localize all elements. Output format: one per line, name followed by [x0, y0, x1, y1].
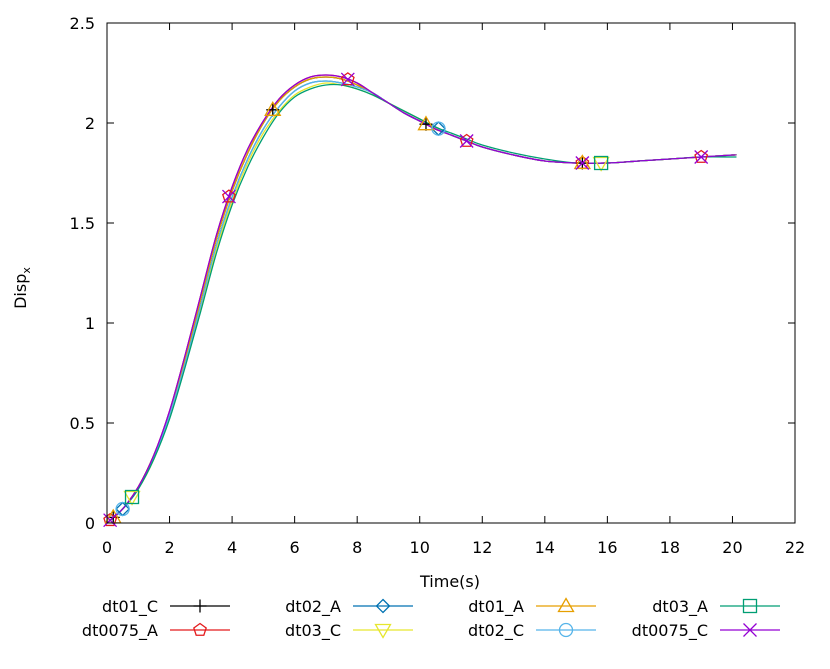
- legend-marker-sample: [557, 597, 575, 613]
- legend-label: dt01_A: [468, 597, 524, 617]
- legend-label: dt03_A: [652, 597, 708, 617]
- data-point-dt02_C: [115, 501, 130, 517]
- data-point-dt03_C: [592, 156, 610, 172]
- data-point-dt03_C: [123, 490, 141, 506]
- plot-frame: [106, 22, 796, 524]
- data-point-dt0075_A: [694, 149, 709, 163]
- data-point-dt03_A: [593, 155, 609, 171]
- legend-marker-sample: [193, 622, 207, 636]
- legend-item-dt01_A: dt01_A: [468, 597, 596, 617]
- data-point-dt0075_C: [694, 150, 709, 164]
- series-line-dt02_C: [107, 80, 737, 523]
- y-tick-label: 1.5: [70, 214, 95, 233]
- data-point-dt0075_A: [459, 133, 474, 147]
- legend-item-dt01_C: dt01_C: [102, 597, 230, 617]
- x-tick-label: 2: [164, 538, 174, 557]
- y-axis-title-main: Disp: [11, 274, 30, 309]
- legend-marker-sample: [193, 599, 207, 613]
- series-line-dt0075_C: [107, 74, 737, 523]
- legend-label: dt01_C: [102, 597, 158, 617]
- data-point-dt0075_C: [222, 189, 236, 204]
- legend-label: dt02_A: [285, 597, 341, 617]
- data-point-dt0075_C: [103, 513, 118, 528]
- y-axis-title: Dispx: [11, 267, 33, 309]
- x-tick-label: 20: [722, 538, 742, 557]
- x-tick-label: 0: [102, 538, 112, 557]
- legend-item-dt02_A: dt02_A: [285, 597, 413, 617]
- svg-text:Dispx: Dispx: [11, 267, 33, 309]
- x-tick-label: 4: [227, 538, 237, 557]
- data-point-dt0075_C: [459, 134, 474, 148]
- y-tick-label: 0: [85, 514, 95, 533]
- legend-marker-sample: [743, 623, 757, 637]
- data-point-dt0075_A: [340, 72, 355, 86]
- legend: dt01_C dt0075_A dt02_A dt03_C dt01_A dt02_C dt…: [82, 597, 780, 641]
- data-point-dt02_C: [431, 121, 446, 136]
- legend-item-dt02_C: dt02_C: [468, 621, 596, 641]
- y-tick-label: 1: [85, 314, 95, 333]
- legend-item-dt03_A: dt03_A: [652, 597, 780, 617]
- x-axis-title: Time(s): [419, 572, 480, 591]
- legend-label: dt0075_A: [82, 621, 158, 641]
- data-point-dt01_A: [264, 100, 282, 116]
- x-tick-label: 14: [535, 538, 555, 557]
- legend-marker-sample: [374, 623, 392, 639]
- marker-layer: [103, 72, 709, 528]
- y-tick-label: 0.5: [70, 414, 95, 433]
- data-point-dt01_A: [417, 115, 435, 131]
- x-tick-label: 16: [597, 538, 617, 557]
- data-point-dt01_A: [573, 154, 591, 170]
- x-tick-label: 10: [410, 538, 430, 557]
- legend-item-dt0075_C: dt0075_C: [632, 621, 780, 641]
- legend-label: dt0075_C: [632, 621, 708, 641]
- legend-marker-sample: [375, 598, 391, 614]
- series-layer: [107, 74, 737, 523]
- y-axis-title-subscript: x: [20, 267, 33, 274]
- x-tick-label: 22: [785, 538, 805, 557]
- y-tick-label: 2.5: [70, 14, 95, 33]
- data-point-dt0075_C: [340, 72, 355, 87]
- x-tick-label: 8: [352, 538, 362, 557]
- data-point-dt0075_C: [575, 156, 590, 170]
- y-tick-label: 2: [85, 114, 95, 133]
- legend-marker-sample: [558, 622, 574, 638]
- series-line-dt01_A: [107, 76, 737, 523]
- series-line-dt01_C: [107, 76, 737, 523]
- x-tick-label: 12: [472, 538, 492, 557]
- data-point-dt0075_A: [222, 189, 236, 203]
- legend-item-dt0075_A: dt0075_A: [82, 621, 230, 641]
- x-tick-label: 6: [290, 538, 300, 557]
- legend-label: dt02_C: [468, 621, 524, 641]
- tick-layer: 0 2 4 6 8 10 12 14 16 18 20 22 0 0.5 1 1.5 2 2.5: [70, 14, 806, 557]
- data-point-dt03_A: [124, 489, 140, 505]
- legend-marker-sample: [742, 598, 758, 614]
- legend-item-dt03_C: dt03_C: [285, 621, 413, 641]
- x-tick-label: 18: [660, 538, 680, 557]
- legend-label: dt03_C: [285, 621, 341, 641]
- data-point-dt0075_A: [103, 512, 118, 527]
